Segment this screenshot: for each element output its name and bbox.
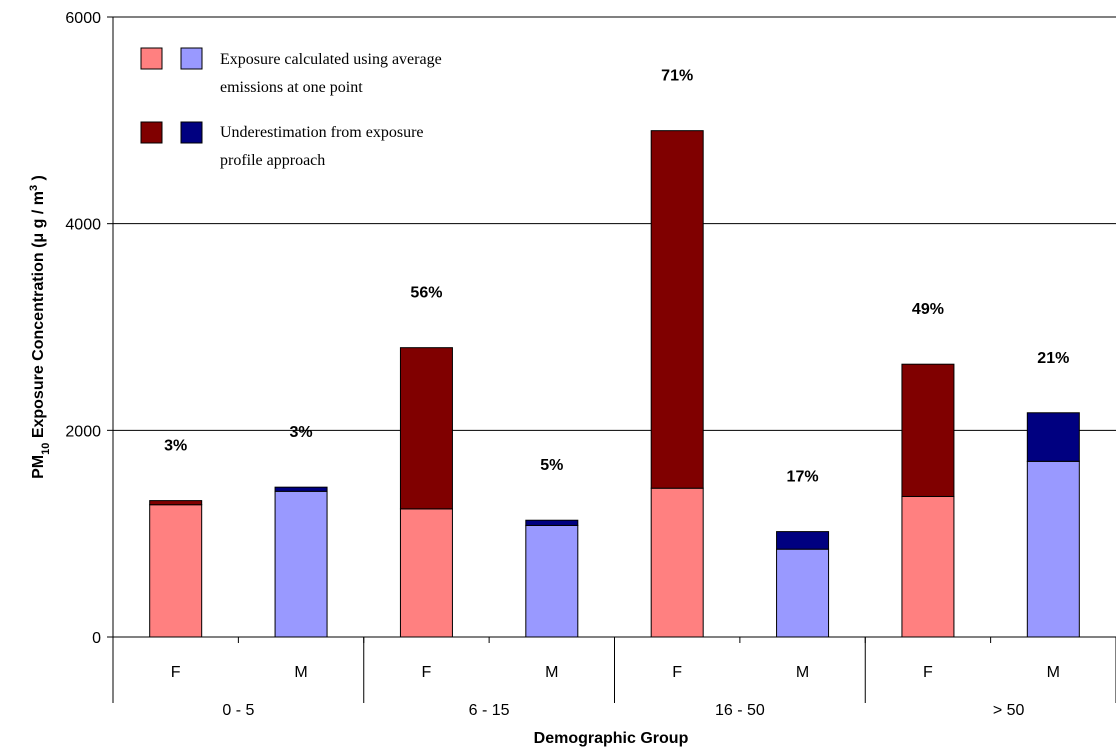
x-category-label: M — [1047, 664, 1060, 681]
y-axis-title-sup: 3 — [28, 185, 40, 191]
legend-entry-2-line-2: profile approach — [220, 152, 325, 169]
legend-swatch-male-under — [180, 121, 203, 144]
bar-base-segment — [1026, 460, 1080, 638]
x-category-label: F — [672, 664, 682, 681]
y-tick-label: 0 — [92, 630, 101, 647]
data-labels: 3% 3% 56% 5% 71% 17% 49% 21% — [164, 68, 1069, 486]
legend-entry-1-line-1: Exposure calculated using average — [220, 51, 442, 68]
x-group-label: 16 - 50 — [715, 702, 765, 719]
axes — [107, 16, 1116, 703]
bar-percent-label: 49% — [912, 301, 944, 318]
bar-underestimation-segment — [776, 531, 830, 550]
bar-percent-label: 3% — [290, 424, 313, 441]
bar-percent-label: 71% — [661, 68, 693, 85]
bar-base-segment — [399, 508, 453, 638]
bar-percent-label: 17% — [787, 469, 819, 486]
bar-underestimation-segment — [399, 347, 453, 510]
bar-percent-label: 3% — [164, 438, 187, 455]
x-axis-title: Demographic Group — [534, 730, 689, 747]
y-tick-label: 6000 — [65, 10, 101, 27]
bar-base-segment — [274, 490, 328, 638]
bar-underestimation-segment — [901, 363, 955, 497]
x-group-label: 0 - 5 — [222, 702, 254, 719]
legend-entry-2-line-1: Underestimation from exposure — [220, 124, 424, 141]
legend-swatch-male-base — [180, 47, 203, 70]
x-category-label: M — [796, 664, 809, 681]
y-axis-title-unit: g / m — [30, 191, 47, 233]
bar-underestimation-segment — [650, 130, 704, 489]
y-axis-title-pm: PM — [30, 455, 47, 479]
bars — [149, 130, 1080, 638]
y-tick-label: 2000 — [65, 423, 101, 440]
y-axis-title-sub: 10 — [40, 443, 52, 455]
bar-underestimation-segment — [1026, 412, 1080, 462]
y-axis-title-end: ) — [30, 175, 47, 185]
legend-swatch-female-base — [140, 47, 163, 70]
legend-entry-1-line-2: emissions at one point — [220, 79, 363, 96]
x-category-label: F — [422, 664, 432, 681]
bar-underestimation-segment — [274, 486, 328, 492]
x-category-label: M — [294, 664, 307, 681]
bar-base-segment — [901, 495, 955, 638]
y-tick-label: 4000 — [65, 217, 101, 234]
legend-swatch-female-under — [140, 121, 163, 144]
x-group-label: > 50 — [993, 702, 1025, 719]
bar-base-segment — [525, 524, 579, 638]
x-category-label: M — [545, 664, 558, 681]
bar-percent-label: 21% — [1037, 350, 1069, 367]
bar-base-segment — [650, 487, 704, 638]
x-category-label: F — [171, 664, 181, 681]
tick-labels: 0 2000 4000 6000 F M F M F M F M 0 - 5 6 - 15 16 - 50 >… — [65, 10, 1060, 719]
legend: Exposure calculated using average emissi… — [140, 47, 442, 169]
bar-underestimation-segment — [525, 519, 579, 526]
bar-base-segment — [776, 548, 830, 638]
bar-percent-label: 56% — [410, 285, 442, 302]
x-group-label: 6 - 15 — [469, 702, 510, 719]
y-axis-title-mu: μ — [30, 233, 47, 243]
bar-base-segment — [149, 504, 203, 638]
y-axis-title-rest: Exposure Concentration ( — [30, 242, 47, 443]
y-axis-title: PM10 Exposure Concentration (μ g / m3 ) — [28, 175, 52, 479]
bar-underestimation-segment — [149, 500, 203, 506]
x-category-label: F — [923, 664, 933, 681]
bar-percent-label: 5% — [540, 457, 563, 474]
